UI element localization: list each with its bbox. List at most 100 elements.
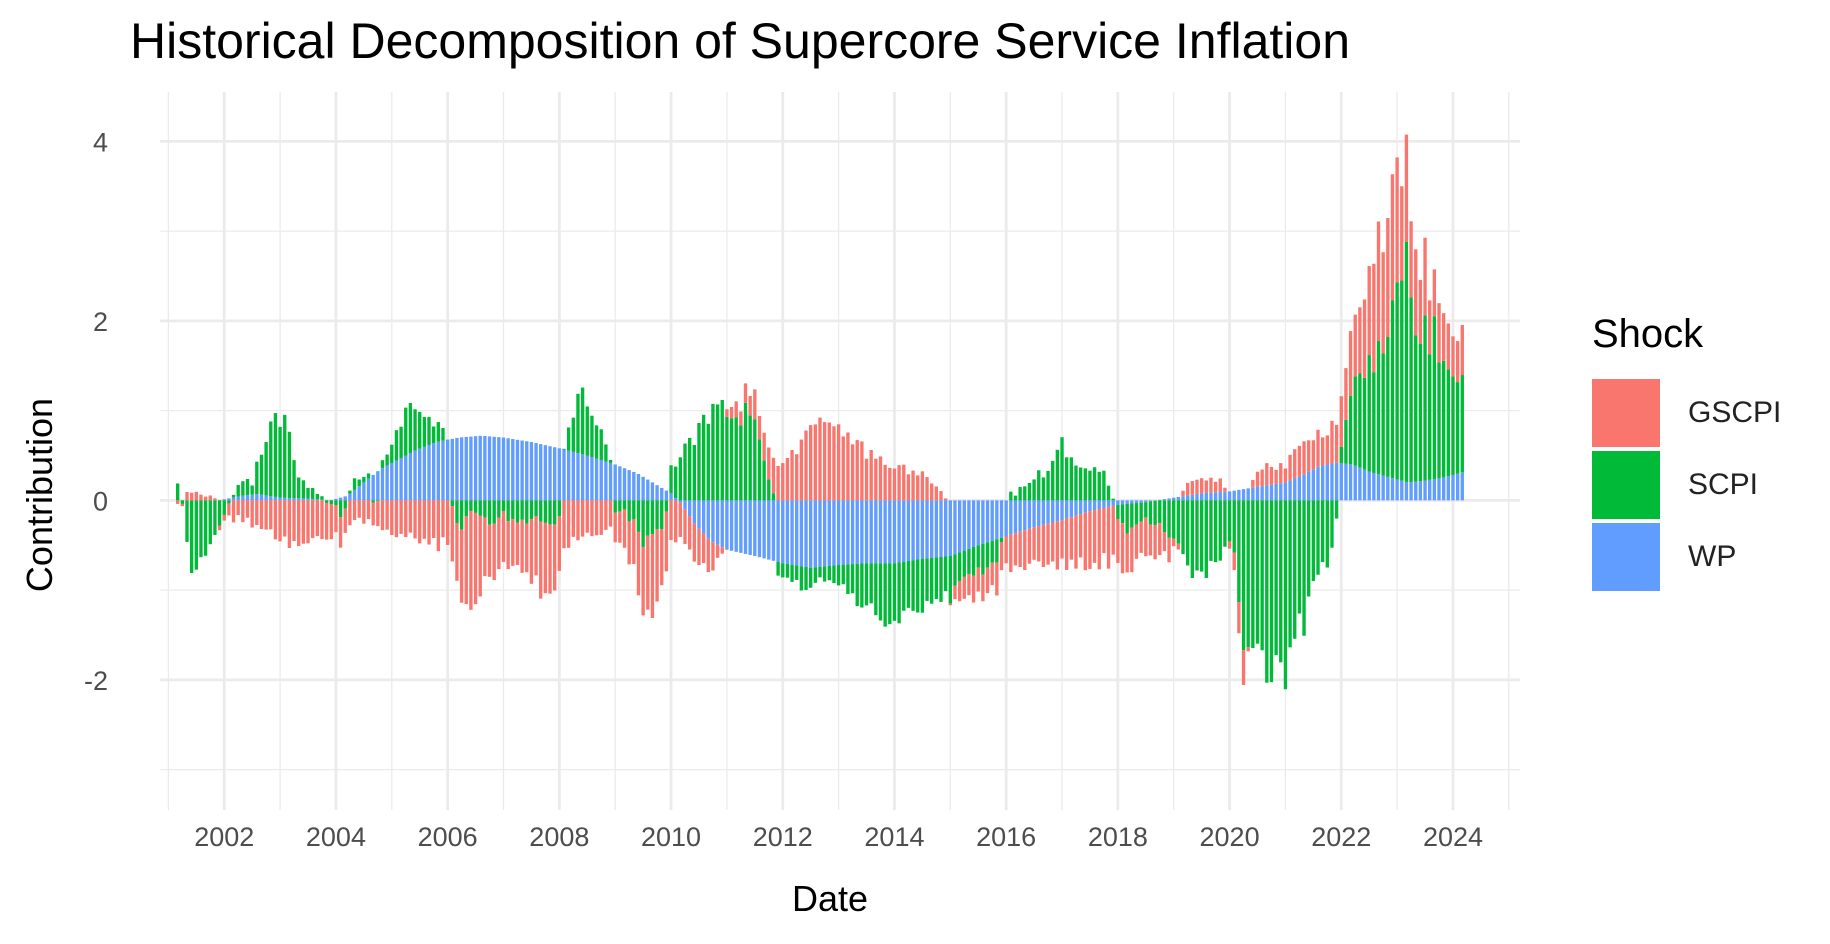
bar-scpi: [399, 426, 403, 458]
bar-wp: [529, 442, 534, 501]
bar-gscpi: [376, 501, 380, 527]
bar-scpi: [520, 500, 524, 520]
legend-title: Shock: [1592, 312, 1704, 356]
bar-scpi: [804, 566, 808, 590]
bar-wp: [469, 436, 473, 501]
bar-scpi: [1362, 377, 1367, 470]
bar-scpi: [1446, 369, 1450, 477]
bar-scpi: [883, 563, 887, 627]
bar-scpi: [1167, 500, 1171, 538]
bar-wp: [594, 458, 599, 501]
bar-gscpi: [259, 500, 264, 530]
bar-wp: [1311, 469, 1316, 501]
bar-scpi: [683, 443, 687, 501]
bar-gscpi: [180, 503, 185, 507]
bar-scpi: [799, 566, 804, 591]
bar-gscpi: [306, 500, 310, 544]
bar-gscpi: [483, 517, 487, 577]
bar-scpi: [1213, 500, 1218, 563]
bar-gscpi: [1144, 517, 1148, 557]
bar-scpi: [176, 483, 180, 501]
bar-scpi: [939, 556, 943, 602]
bar-wp: [473, 436, 478, 501]
bar-scpi: [781, 563, 785, 578]
bar-wp: [487, 436, 492, 501]
bar-gscpi: [511, 519, 515, 566]
bar-wp: [841, 500, 845, 565]
bar-wp: [846, 500, 850, 565]
bar-scpi: [1046, 470, 1050, 501]
bar-gscpi: [892, 468, 897, 501]
bar-scpi: [1139, 502, 1143, 522]
bar-scpi: [590, 415, 594, 457]
bar-scpi: [492, 500, 496, 524]
bar-scpi: [809, 567, 813, 588]
bar-wp: [883, 500, 887, 564]
bar-wp: [790, 500, 794, 565]
bar-wp: [1148, 500, 1153, 502]
bar-scpi: [1186, 500, 1190, 566]
bar-scpi: [1330, 500, 1334, 548]
bar-scpi: [1428, 354, 1432, 480]
bar-gscpi: [1339, 396, 1343, 447]
bar-wp: [580, 454, 585, 501]
bar-wp: [1232, 490, 1236, 501]
bar-scpi: [1353, 376, 1357, 466]
bar-scpi: [1092, 467, 1097, 501]
bar-gscpi: [543, 522, 548, 594]
bar-gscpi: [1153, 524, 1157, 560]
bar-gscpi: [906, 474, 911, 501]
bar-scpi: [310, 487, 315, 499]
bar-scpi: [720, 400, 724, 501]
bar-scpi: [483, 500, 487, 518]
bar-scpi: [250, 485, 254, 495]
bar-wp: [1279, 483, 1283, 501]
bar-wp: [259, 494, 264, 501]
bar-wp: [1106, 500, 1111, 507]
bar-gscpi: [422, 500, 427, 539]
bar-scpi: [1125, 503, 1129, 534]
bar-scpi: [241, 481, 245, 496]
bar-scpi: [455, 500, 459, 524]
bar-wp: [1251, 487, 1255, 501]
bar-scpi: [618, 500, 622, 512]
bar-gscpi: [1083, 512, 1087, 571]
bar-wp: [1195, 493, 1199, 501]
bar-gscpi: [1051, 522, 1055, 562]
legend: Shock GSCPI SCPI WP: [1592, 312, 1781, 593]
bar-wp: [1134, 500, 1139, 504]
bar-scpi: [352, 478, 357, 490]
bar-wp: [371, 474, 375, 501]
bar-gscpi: [390, 500, 394, 535]
bar-scpi: [948, 556, 952, 604]
bar-scpi: [701, 414, 706, 501]
bar-wp: [1013, 500, 1018, 534]
bar-wp: [1083, 500, 1087, 513]
bar-scpi: [199, 500, 203, 558]
bar-scpi: [729, 418, 734, 501]
bar-scpi: [767, 479, 771, 501]
bar-gscpi: [208, 495, 212, 501]
bar-gscpi: [711, 542, 715, 571]
y-tick-label: 4: [93, 127, 108, 157]
bar-scpi: [1348, 395, 1353, 465]
bar-scpi: [776, 561, 780, 576]
bar-wp: [995, 500, 999, 540]
bar-wp: [441, 440, 445, 501]
bar-wp: [501, 437, 506, 501]
bar-gscpi: [1362, 299, 1367, 378]
bar-wp: [1139, 500, 1143, 503]
bar-wp: [706, 500, 710, 539]
y-tick-label: 0: [93, 486, 108, 516]
bar-gscpi: [809, 425, 813, 501]
bar-gscpi: [404, 500, 408, 538]
bar-scpi: [473, 500, 478, 513]
bar-wp: [1037, 500, 1041, 527]
bar-gscpi: [999, 542, 1004, 571]
bar-scpi: [269, 421, 273, 497]
bar-gscpi: [469, 511, 473, 610]
bar-wp: [948, 500, 952, 557]
x-tick-label: 2004: [306, 822, 366, 852]
bar-gscpi: [1251, 479, 1255, 488]
bar-gscpi: [1265, 463, 1269, 486]
